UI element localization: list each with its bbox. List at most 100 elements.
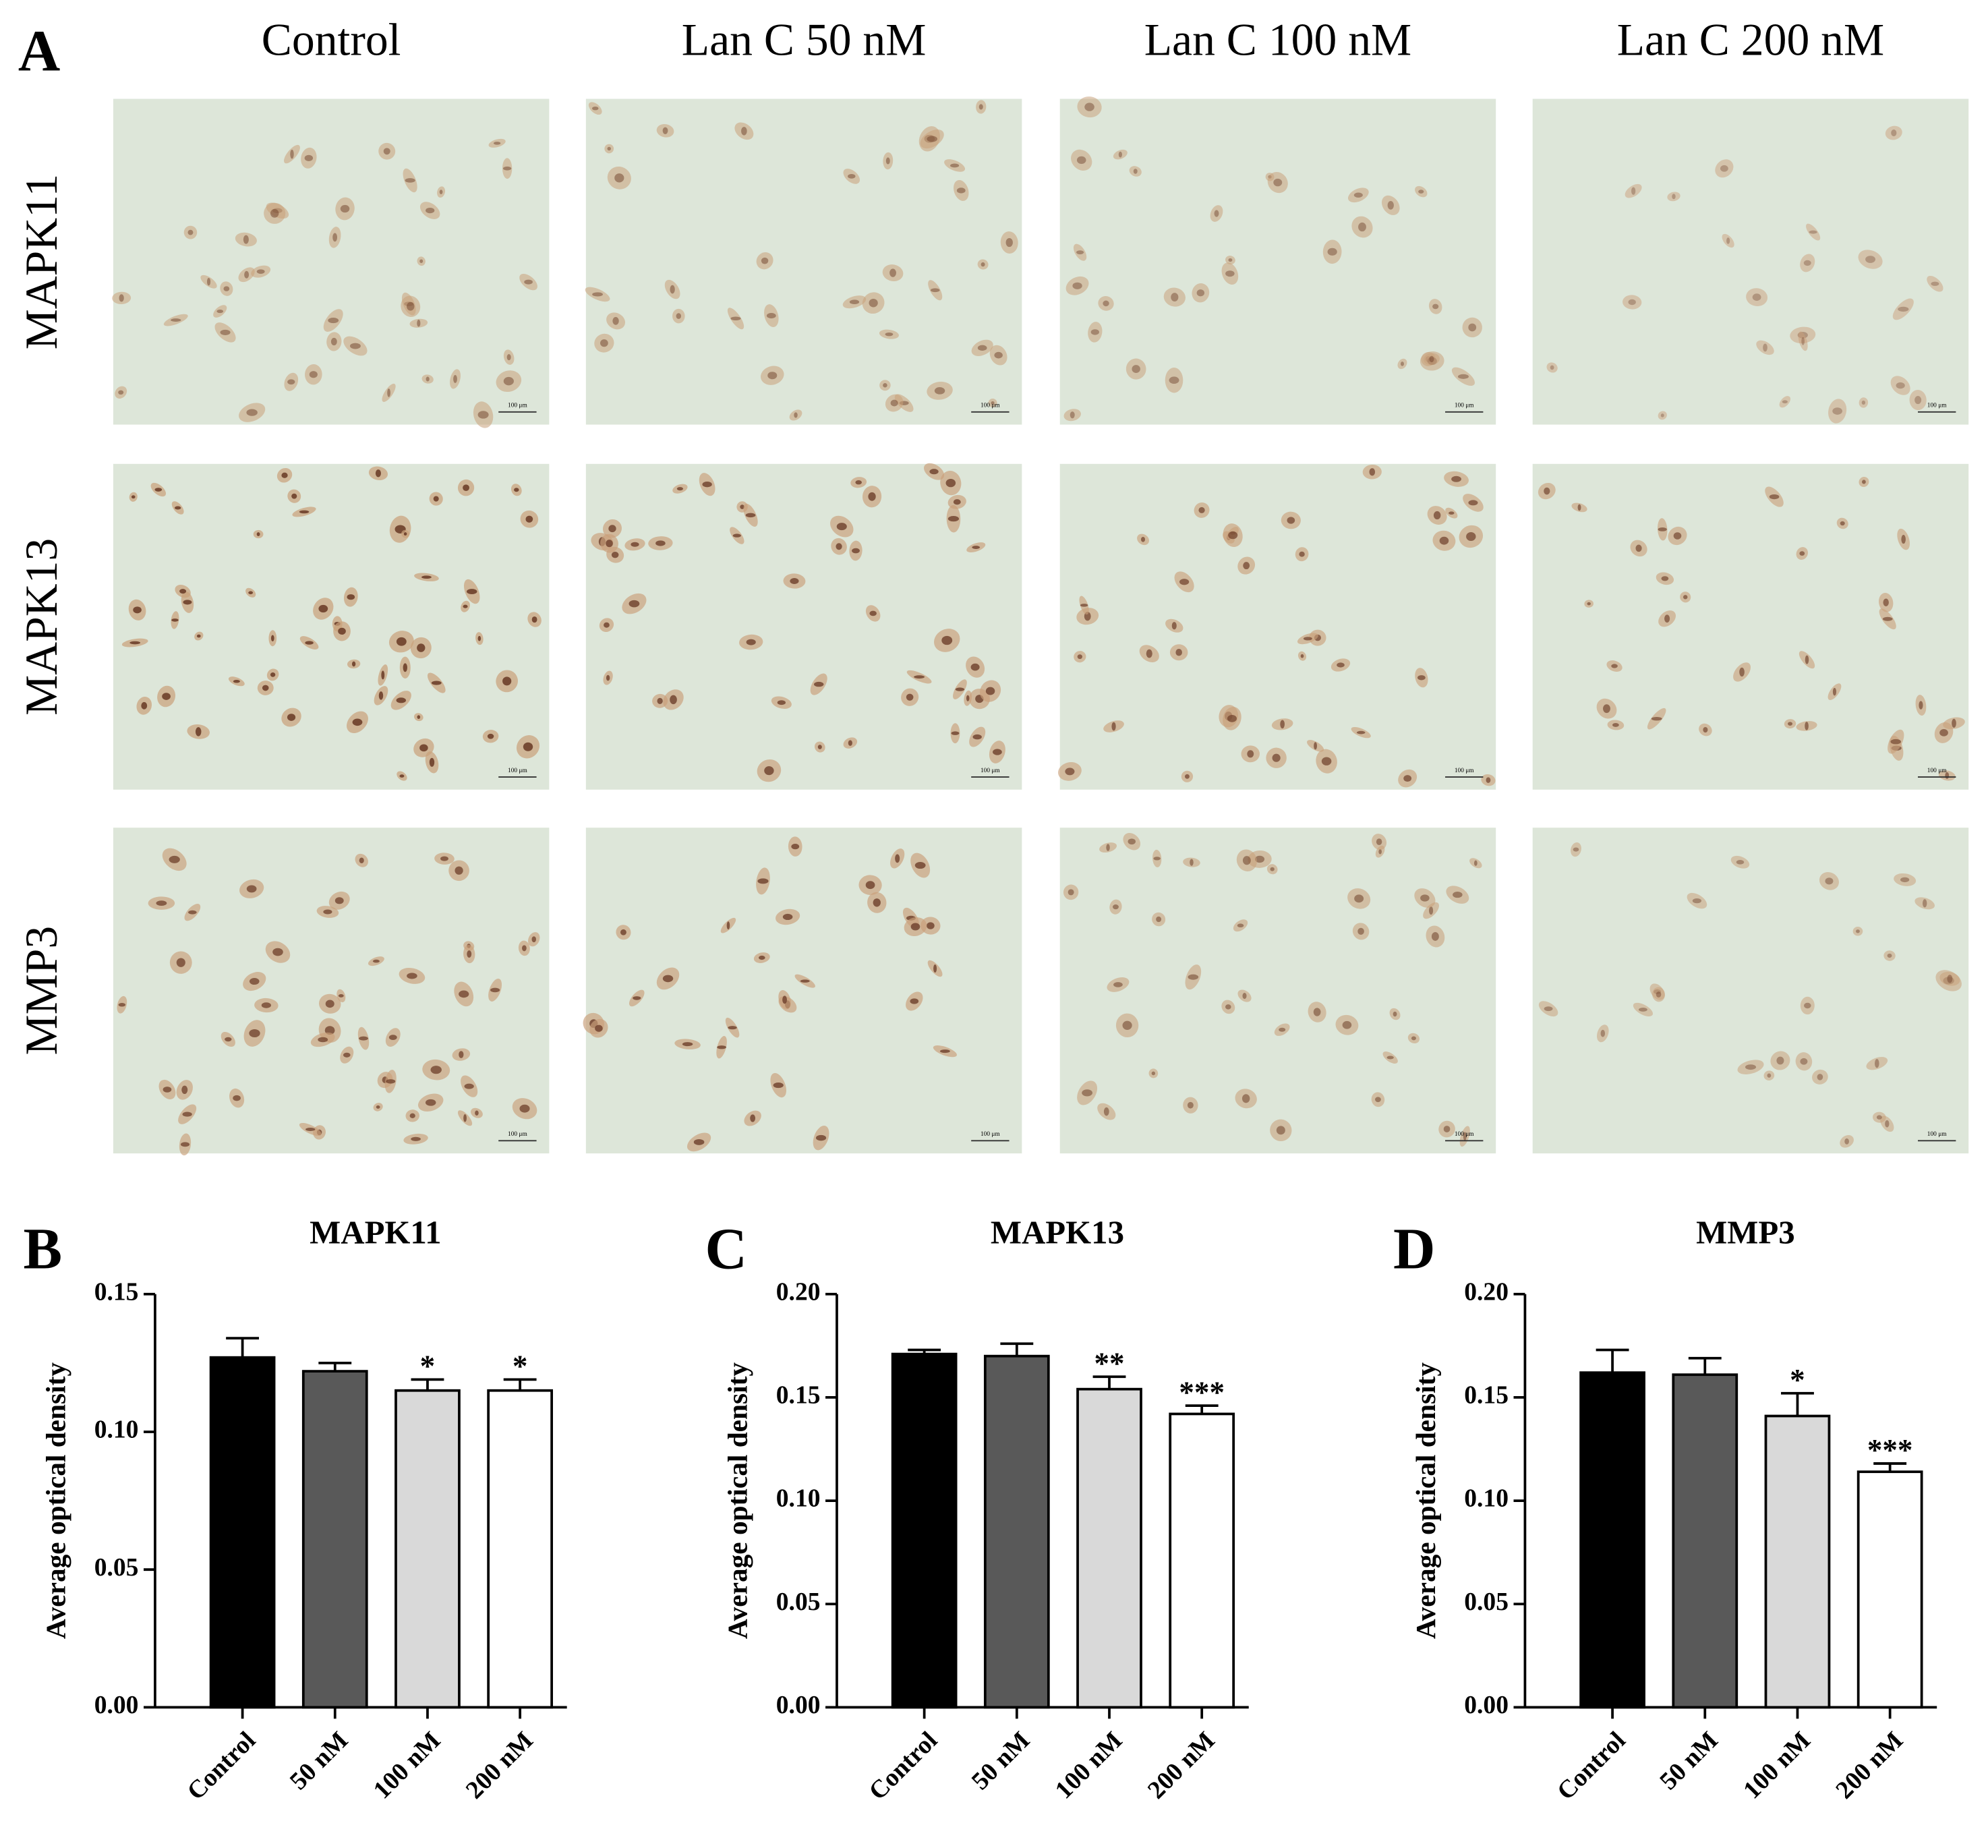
nucleus — [1947, 975, 1953, 983]
nucleus — [869, 610, 877, 616]
nucleus — [378, 691, 384, 700]
nucleus — [1420, 894, 1430, 902]
nucleus — [1169, 376, 1179, 384]
micrograph: 100 μm — [1059, 96, 1496, 425]
micrograph-background — [1532, 463, 1969, 790]
nucleus — [502, 166, 512, 171]
scale-bar-label: 100 μm — [1927, 1131, 1947, 1138]
nucleus — [419, 259, 423, 263]
nucleus — [1132, 365, 1140, 374]
nucleus — [717, 1045, 726, 1049]
bar — [891, 1352, 958, 1709]
x-tick-label: 200 nM — [1831, 1727, 1908, 1804]
nucleus — [764, 766, 774, 776]
cell — [1225, 256, 1235, 264]
nucleus — [1287, 517, 1295, 524]
nucleus — [1767, 1073, 1772, 1078]
nucleus — [1628, 299, 1636, 306]
nucleus — [338, 993, 344, 998]
cell — [1597, 1024, 1609, 1043]
nucleus — [927, 922, 935, 929]
cell — [1381, 195, 1400, 215]
nucleus — [188, 910, 197, 915]
nucleus — [1403, 775, 1412, 782]
nucleus — [1146, 649, 1152, 658]
nucleus — [670, 695, 677, 705]
nucleus — [256, 269, 265, 274]
nucleus — [1804, 1002, 1811, 1009]
nucleus — [1752, 293, 1761, 301]
nucleus — [1279, 1027, 1286, 1032]
nucleus — [977, 345, 987, 351]
nucleus — [1082, 1089, 1092, 1097]
nucleus — [951, 731, 960, 735]
nucleus — [181, 1085, 188, 1095]
scale-bar-label: 100 μm — [508, 403, 527, 409]
nucleus — [1376, 838, 1382, 846]
micrograph-background — [1532, 98, 1969, 425]
nucleus — [1457, 374, 1469, 379]
nucleus — [1072, 282, 1082, 289]
nucleus — [595, 1024, 603, 1032]
nucleus — [1113, 982, 1123, 987]
nucleus — [1587, 602, 1591, 606]
nucleus — [611, 551, 619, 558]
nucleus — [1952, 718, 1956, 728]
nucleus — [187, 229, 194, 235]
nucleus — [290, 149, 294, 159]
nucleus — [1805, 722, 1809, 730]
bar — [1857, 1470, 1923, 1709]
nucleus — [359, 857, 364, 864]
nucleus — [1243, 562, 1250, 570]
nucleus — [1357, 927, 1364, 935]
nucleus — [305, 1128, 316, 1131]
nucleus — [256, 532, 260, 536]
nucleus — [1801, 337, 1805, 345]
nucleus — [1683, 595, 1688, 600]
nucleus — [745, 513, 756, 518]
nucleus — [1190, 859, 1194, 866]
bar — [209, 1356, 276, 1709]
bar — [487, 1389, 554, 1709]
nucleus — [953, 499, 961, 505]
nucleus — [1449, 511, 1455, 515]
nucleus — [1883, 598, 1889, 606]
nucleus — [225, 1037, 232, 1042]
nucleus — [179, 589, 187, 594]
nucleus — [991, 401, 995, 405]
scale-bar-label: 100 μm — [1927, 768, 1947, 774]
nucleus — [396, 637, 407, 646]
nucleus — [1198, 507, 1205, 513]
nucleus — [1254, 855, 1265, 863]
nucleus — [1891, 129, 1897, 137]
nucleus — [945, 478, 956, 488]
nucleus — [1080, 604, 1088, 607]
nucleus — [426, 376, 430, 382]
nucleus — [1418, 190, 1424, 194]
nucleus — [1070, 411, 1075, 419]
cell — [1538, 1001, 1558, 1017]
nucleus — [162, 693, 171, 700]
nucleus — [1651, 716, 1662, 721]
nucleus — [817, 745, 822, 749]
nucleus — [1354, 894, 1364, 903]
cell — [1883, 950, 1896, 961]
cell — [1165, 368, 1183, 393]
bar-chart: D MMP3 Average optical density 0.00 0.05 0.10… — [1393, 1214, 1937, 1806]
nucleus — [1106, 844, 1110, 851]
nucleus — [1800, 1058, 1808, 1065]
nucleus — [972, 546, 981, 549]
nucleus — [1672, 194, 1676, 200]
cell — [1633, 1002, 1654, 1016]
cell — [1806, 223, 1821, 241]
nucleus — [1865, 256, 1876, 263]
nucleus — [1280, 720, 1285, 729]
y-tick-label: 0.10 — [1464, 1485, 1509, 1513]
nucleus — [1273, 178, 1283, 187]
micrograph: 100 μm — [1532, 98, 1969, 425]
nucleus — [531, 616, 537, 623]
nucleus — [459, 1051, 464, 1058]
bar — [1076, 1387, 1142, 1709]
nucleus — [381, 670, 385, 680]
nucleus — [1803, 260, 1811, 266]
